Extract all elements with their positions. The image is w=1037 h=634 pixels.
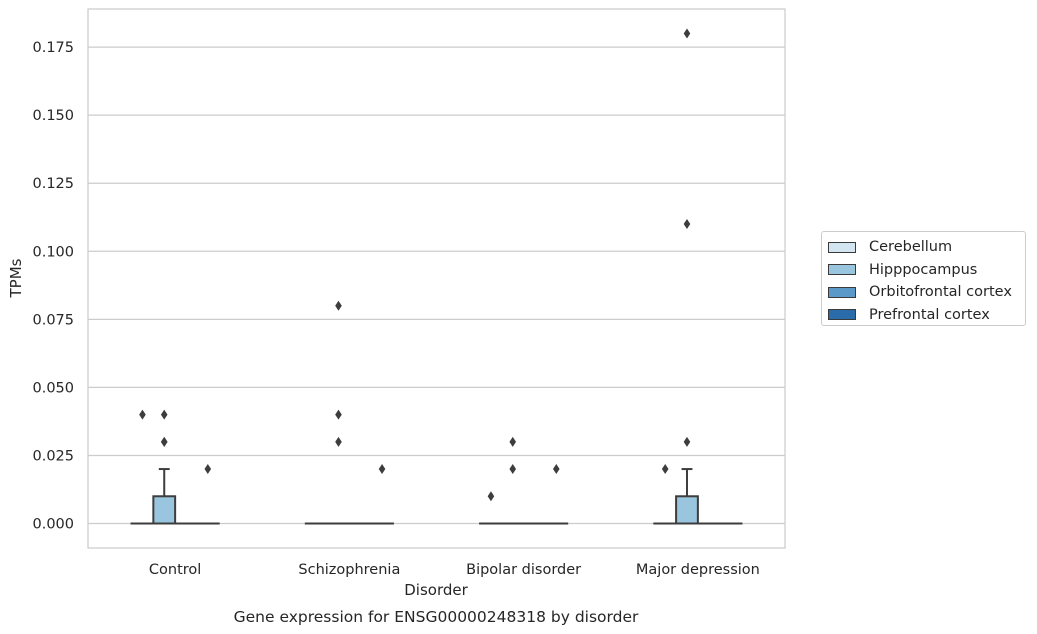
box-0-0 (130, 409, 155, 525)
x-tick-label: Control (149, 562, 201, 578)
legend-item: Hipppocampus (828, 259, 1025, 282)
gridlines (88, 46, 785, 525)
outlier-point (335, 409, 342, 420)
box-body (152, 495, 177, 525)
box-0-1 (152, 409, 177, 525)
outlier-point (335, 436, 342, 447)
outlier-point (661, 464, 669, 475)
y-tick-label: 0.025 (32, 448, 74, 464)
legend-label: Cerebellum (869, 239, 953, 256)
box-0-3 (195, 464, 220, 525)
box-2-1 (500, 436, 525, 525)
outlier-point (487, 491, 495, 502)
y-tick-label: 0.150 (32, 108, 74, 124)
box-plot-marks (130, 28, 743, 525)
outlier-point (509, 436, 517, 447)
chart-legend: Cerebellum Hipppocampus Orbitofrontal cort… (821, 231, 1026, 326)
chart-title: Gene expression for ENSG00000248318 by d… (234, 608, 639, 626)
y-axis-ticks: 0.000 0.025 0.050 0.075 0.100 0.125 0.150 0.175 (32, 40, 74, 532)
box-1-1 (326, 300, 351, 525)
outlier-point (160, 436, 168, 447)
y-tick-label: 0.175 (32, 40, 74, 56)
legend-swatch (828, 309, 856, 321)
outlier-point (552, 464, 560, 475)
legend-label: Prefrontal cortex (869, 306, 990, 323)
box-1-3 (370, 464, 394, 525)
legend-swatch (828, 241, 856, 253)
legend-label: Hipppocampus (869, 261, 978, 278)
box-2-0 (479, 491, 503, 525)
outlier-point (160, 409, 168, 420)
x-tick-label: Bipolar disorder (466, 562, 581, 578)
outlier-point (683, 219, 691, 230)
outlier-point (139, 409, 146, 420)
outlier-point (378, 464, 386, 475)
y-tick-label: 0.100 (32, 244, 74, 260)
legend-item: Prefrontal cortex (828, 304, 1025, 327)
x-axis-ticks: Control Schizophrenia Bipolar disorder Majo… (149, 562, 760, 578)
outlier-point (335, 300, 342, 311)
outlier-point (683, 436, 691, 447)
outlier-point (204, 464, 212, 475)
outlier-point (509, 464, 517, 475)
y-tick-label: 0.075 (32, 312, 74, 328)
y-tick-label: 0.125 (32, 176, 74, 192)
legend-item: Orbitofrontal cortex (828, 281, 1025, 304)
x-tick-label: Schizophrenia (298, 562, 400, 578)
legend-swatch (828, 264, 856, 276)
outlier-point (683, 28, 691, 39)
y-axis-label: TPMs (7, 258, 25, 298)
legend-swatch (828, 286, 856, 298)
x-tick-label: Major depression (636, 562, 760, 578)
box-3-0 (653, 464, 678, 525)
y-tick-label: 0.000 (32, 517, 74, 533)
box-body (675, 495, 699, 525)
y-tick-label: 0.050 (32, 380, 74, 396)
legend-item: Cerebellum (828, 236, 1025, 259)
box-3-1 (675, 28, 699, 525)
legend-label: Orbitofrontal cortex (869, 284, 1012, 301)
box-2-3 (544, 464, 569, 525)
plot-area-frame (87, 8, 786, 549)
x-axis-label: Disorder (404, 581, 468, 599)
